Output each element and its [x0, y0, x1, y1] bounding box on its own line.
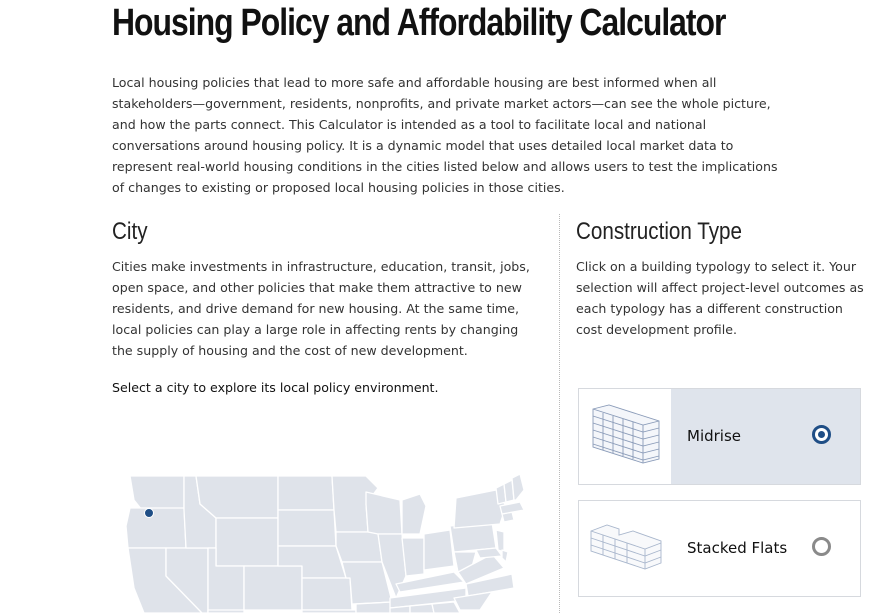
stacked-flats-building-icon — [579, 501, 671, 596]
state-wyoming — [215, 517, 279, 567]
us-states-map[interactable] — [120, 470, 530, 613]
state-montana — [195, 475, 279, 519]
typology-card-midrise[interactable]: Midrise — [578, 388, 861, 485]
typology-label-stacked-flats: Stacked Flats — [687, 539, 788, 557]
state-georgia — [431, 601, 461, 613]
state-washington — [129, 475, 185, 511]
state-arizona — [207, 609, 245, 613]
state-maine — [511, 473, 525, 501]
state-south-carolina — [453, 591, 493, 611]
state-colorado — [243, 565, 303, 611]
column-divider — [559, 214, 560, 613]
page-title: Housing Policy and Affordability Calcula… — [112, 2, 726, 44]
city-section: City Cities make investments in infrastr… — [112, 216, 542, 398]
state-oregon — [125, 507, 187, 549]
state-oklahoma — [301, 609, 357, 613]
state-iowa — [335, 531, 383, 563]
typology-radio-stacked-flats[interactable] — [812, 537, 831, 556]
state-virginia — [457, 553, 505, 585]
midrise-building-icon — [579, 389, 671, 484]
state-mississippi — [389, 605, 411, 613]
state-north-dakota — [277, 475, 335, 511]
state-wisconsin — [365, 491, 403, 535]
intro-paragraph: Local housing policies that lead to more… — [112, 75, 778, 195]
state-kansas — [301, 577, 353, 611]
state-arkansas — [355, 601, 393, 613]
state-alabama — [409, 603, 435, 613]
state-michigan — [401, 493, 427, 535]
city-description: Cities make investments in infrastructur… — [112, 259, 530, 358]
state-north-carolina — [465, 573, 515, 597]
construction-section: Construction Type Click on a building ty… — [576, 216, 866, 340]
construction-description: Click on a building typology to select i… — [576, 259, 864, 337]
city-heading: City — [112, 218, 148, 245]
typology-card-stacked-flats[interactable]: Stacked Flats — [578, 500, 861, 597]
city-marker-portland — [144, 508, 154, 518]
state-ohio — [423, 529, 455, 571]
state-south-dakota — [277, 509, 337, 547]
typology-label-midrise: Midrise — [687, 427, 742, 445]
construction-heading: Construction Type — [576, 218, 742, 245]
state-delaware — [501, 549, 509, 563]
typology-radio-midrise[interactable] — [812, 425, 831, 444]
state-massachusetts — [499, 501, 525, 515]
city-select-prompt: Select a city to explore its local polic… — [112, 380, 439, 395]
state-indiana — [401, 537, 425, 577]
